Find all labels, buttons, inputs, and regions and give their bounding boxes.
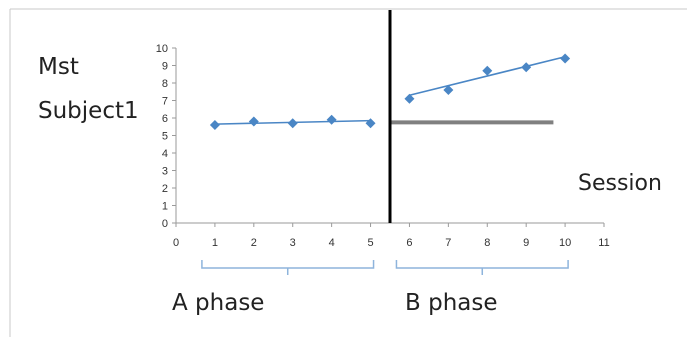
- y-tick-label: 10: [156, 43, 168, 55]
- phase-bracket-2: [395, 260, 569, 275]
- y-tick-label: 4: [162, 148, 168, 160]
- y-axis-label-line-1: Mst: [38, 54, 79, 80]
- y-tick-label: 5: [162, 131, 168, 143]
- y-tick-label: 8: [162, 78, 168, 90]
- x-tick-label: 3: [290, 237, 296, 249]
- y-tick-label: 9: [162, 61, 168, 73]
- data-point-series-1: [287, 118, 298, 129]
- phase-bracket-1: [201, 260, 375, 275]
- y-tick-label: 0: [162, 218, 168, 230]
- phase-label-b: B phase: [405, 290, 498, 316]
- x-tick-label: 10: [559, 237, 571, 249]
- y-tick-label: 3: [162, 166, 168, 178]
- y-axis-label-line-2: Subject1: [38, 98, 139, 124]
- x-tick-label: 11: [598, 237, 609, 249]
- x-tick-label: 0: [173, 237, 179, 249]
- y-tick-label: 6: [162, 113, 168, 125]
- trendline-2: [409, 55, 566, 97]
- data-point-series-1: [248, 116, 259, 127]
- y-tick-label: 7: [162, 96, 168, 108]
- phase-label-a: A phase: [172, 290, 265, 316]
- data-point-series-2: [482, 65, 493, 76]
- x-tick-label: 7: [445, 237, 451, 249]
- data-point-series-2: [521, 62, 532, 73]
- x-axis-label: Session: [578, 171, 662, 196]
- data-point-series-1: [209, 120, 220, 130]
- x-tick-label: 5: [367, 237, 373, 249]
- y-tick-label: 1: [162, 201, 168, 213]
- x-tick-label: 9: [523, 237, 529, 249]
- x-tick-label: 8: [484, 237, 490, 249]
- y-tick-label: 2: [162, 183, 168, 195]
- x-tick-label: 4: [329, 237, 335, 249]
- x-tick-label: 6: [406, 237, 412, 249]
- data-point-series-1: [326, 114, 337, 125]
- data-point-series-2: [404, 93, 415, 104]
- x-tick-label: 1: [212, 237, 218, 249]
- data-point-series-2: [560, 53, 571, 64]
- data-point-series-2: [443, 85, 454, 95]
- x-tick-label: 2: [251, 237, 257, 249]
- data-point-series-1: [365, 118, 376, 129]
